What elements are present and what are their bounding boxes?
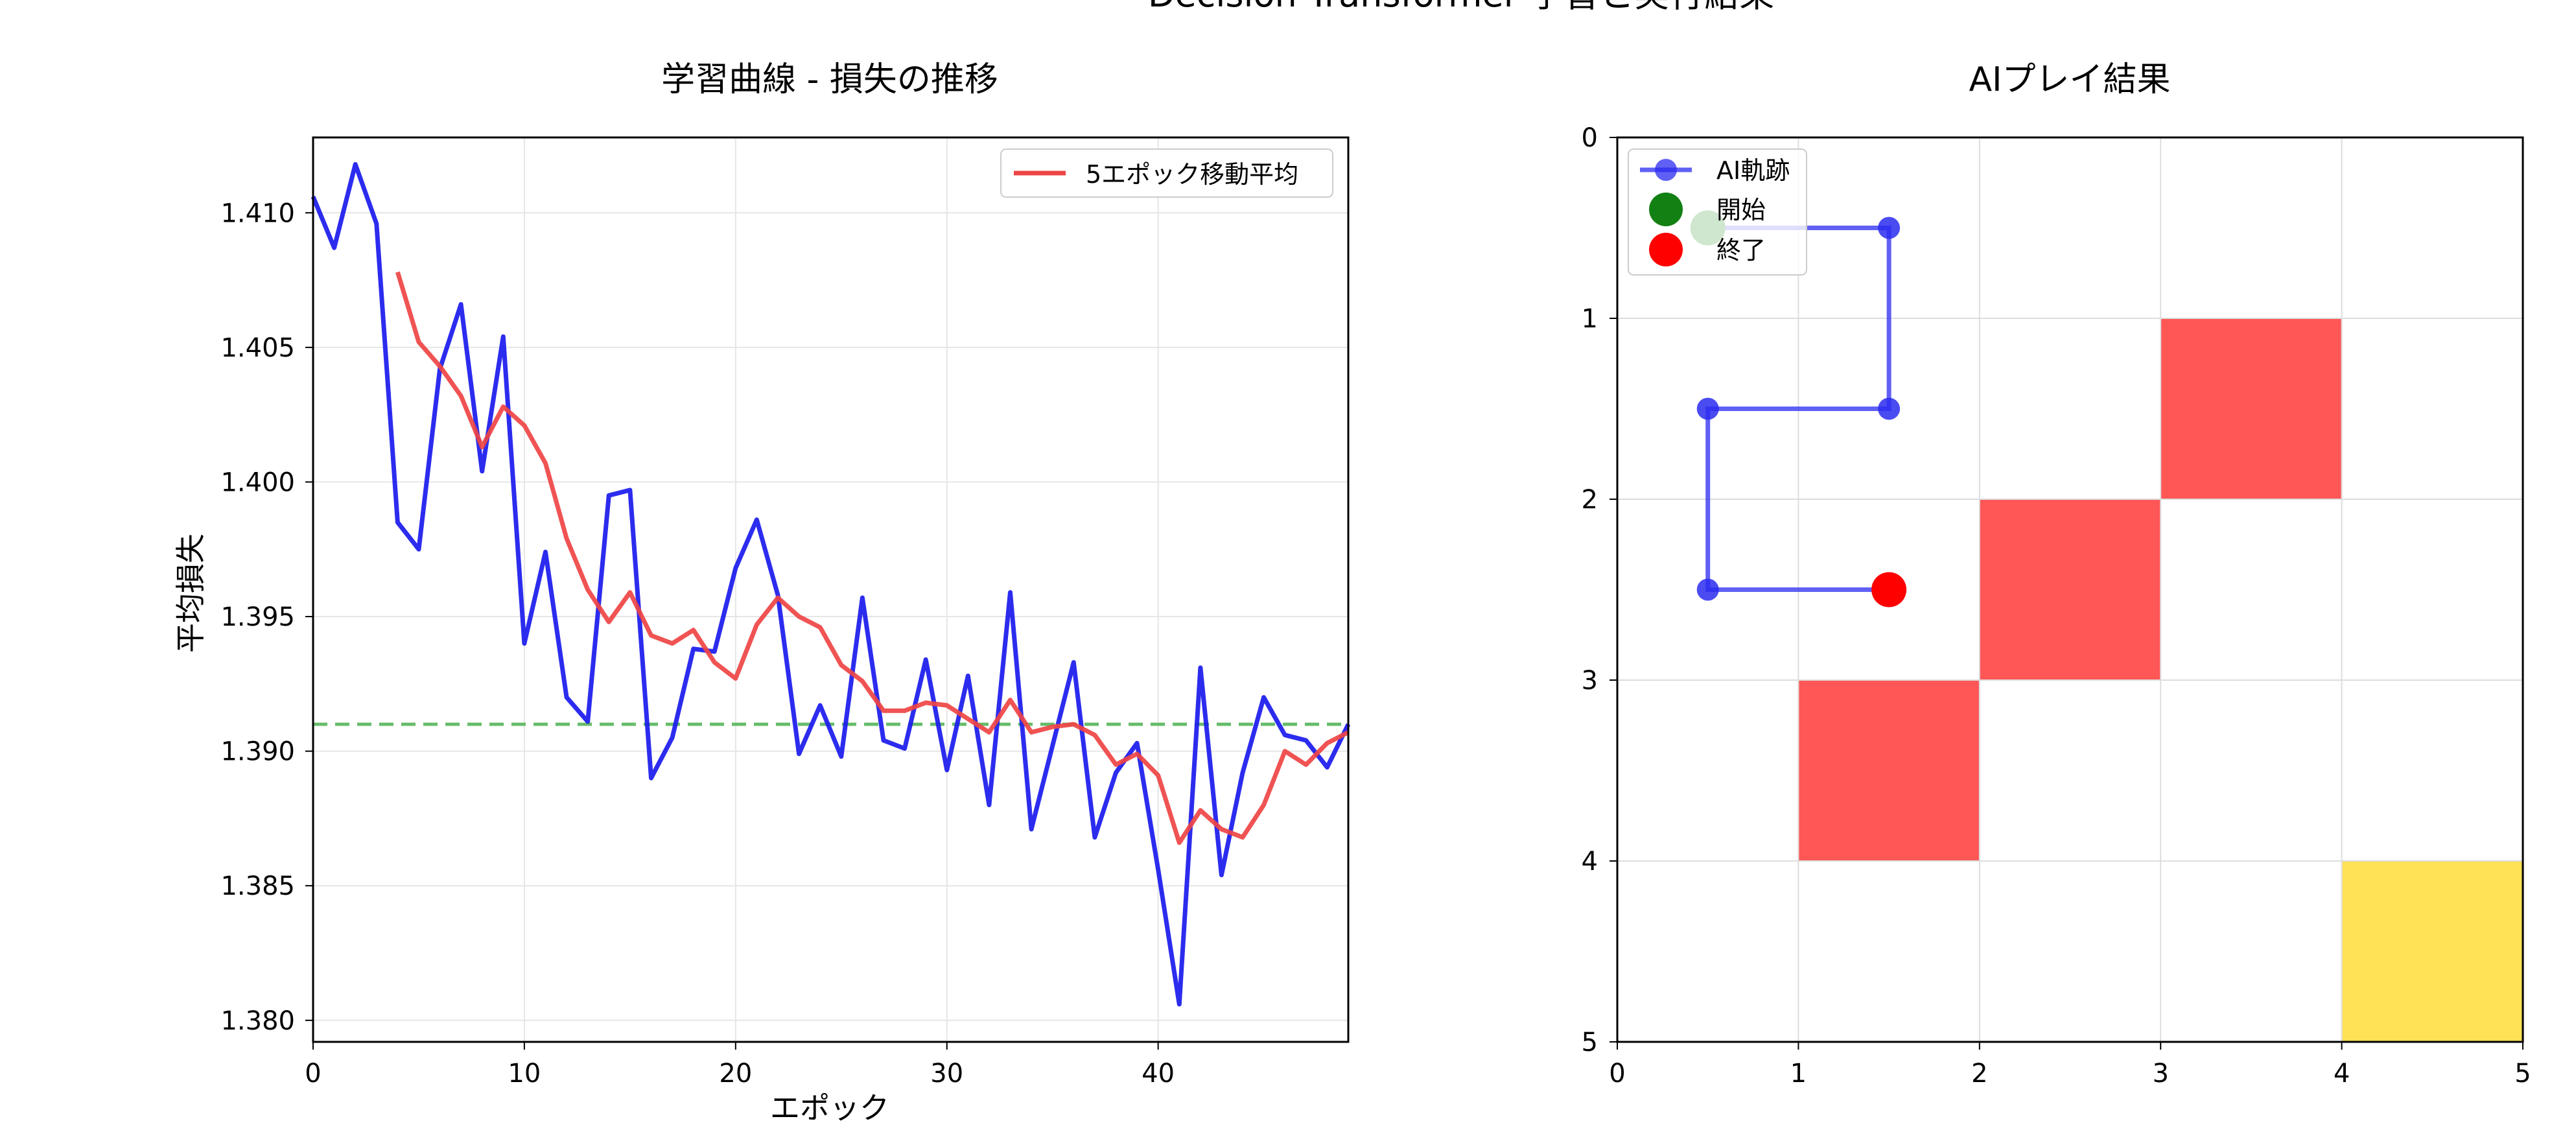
legend-moving-average-label: 5エポック移動平均 (1086, 160, 1298, 189)
legend-trajectory-label: AI軌跡 (1716, 156, 1790, 185)
loss-chart-series (310, 162, 1351, 1007)
trajectory-line (1705, 226, 1891, 592)
loss-chart-ticks: 0 10 20 30 40 1.380 1.385 1.390 1.395 1.400 1.405 1… (220, 198, 1175, 1089)
legend-trajectory-marker (1655, 159, 1677, 181)
y-tick-label: 1 (1582, 304, 1598, 334)
x-tick-label: 3 (2152, 1059, 2168, 1089)
y-tick-label: 1.380 (220, 1006, 295, 1036)
y-tick-label: 3 (1582, 666, 1598, 696)
loss-chart-plot-frame (312, 136, 1350, 1043)
y-tick-label: 1.400 (220, 467, 295, 497)
y-tick-label: 1.410 (220, 198, 295, 228)
loss-chart-ylabel: 平均損失 (173, 534, 208, 653)
x-tick-label: 10 (508, 1059, 541, 1089)
y-tick-label: 1.395 (220, 602, 295, 632)
loss-chart-xlabel: エポック (770, 1090, 889, 1125)
legend-end-marker (1649, 233, 1683, 266)
loss-chart-title: 学習曲線 - 損失の推移 (661, 60, 998, 99)
x-tick-label: 5 (2514, 1059, 2531, 1089)
y-tick-label: 2 (1582, 485, 1598, 515)
figure-suptitle: Decision Transformer 学習と実行結果 (1148, 0, 1774, 15)
grid-world-legend: AI軌跡 開始 終了 (1628, 148, 1807, 276)
x-tick-label: 20 (719, 1059, 752, 1089)
grid-cell (2160, 318, 2342, 499)
y-tick-label: 5 (1582, 1028, 1598, 1057)
trajectory-point (1696, 397, 1719, 420)
legend-start-marker (1649, 193, 1683, 226)
x-tick-label: 30 (930, 1059, 963, 1089)
loss-chart: 学習曲線 - 損失の推移 エポック 平均損失 0 10 20 30 40 1.380 1.3… (173, 60, 1351, 1125)
y-tick-label: 0 (1582, 123, 1598, 153)
x-tick-label: 0 (305, 1059, 321, 1089)
x-tick-label: 1 (1790, 1059, 1807, 1089)
x-tick-label: 40 (1142, 1059, 1175, 1089)
legend-end-label: 終了 (1716, 236, 1766, 265)
x-tick-label: 0 (1609, 1059, 1625, 1089)
y-tick-label: 1.385 (220, 871, 295, 901)
y-tick-label: 4 (1582, 847, 1598, 877)
loss-series-line (310, 162, 1351, 1007)
trajectory-point (1696, 578, 1719, 601)
trajectory-point (1878, 397, 1901, 420)
end-marker (1871, 572, 1907, 607)
x-tick-label: 4 (2334, 1059, 2350, 1089)
grid-cell (2341, 861, 2523, 1042)
legend-box (1000, 148, 1333, 198)
grid-cell (1798, 680, 1980, 861)
loss-chart-gridlines (312, 137, 1348, 1042)
legend-start-label: 開始 (1716, 196, 1766, 224)
loss-chart-legend: 5エポック移動平均 (1000, 148, 1333, 198)
x-tick-label: 2 (1971, 1059, 1987, 1089)
y-tick-label: 1.405 (220, 333, 295, 363)
y-tick-label: 1.390 (220, 737, 295, 767)
grid-world-cells (1798, 318, 2523, 1042)
grid-world-plot-frame (1616, 136, 2524, 1043)
grid-world-title: AIプレイ結果 (1969, 60, 2171, 99)
grid-cell (1979, 499, 2161, 680)
moving-average-line (395, 271, 1350, 845)
trajectory-point (1878, 217, 1901, 239)
